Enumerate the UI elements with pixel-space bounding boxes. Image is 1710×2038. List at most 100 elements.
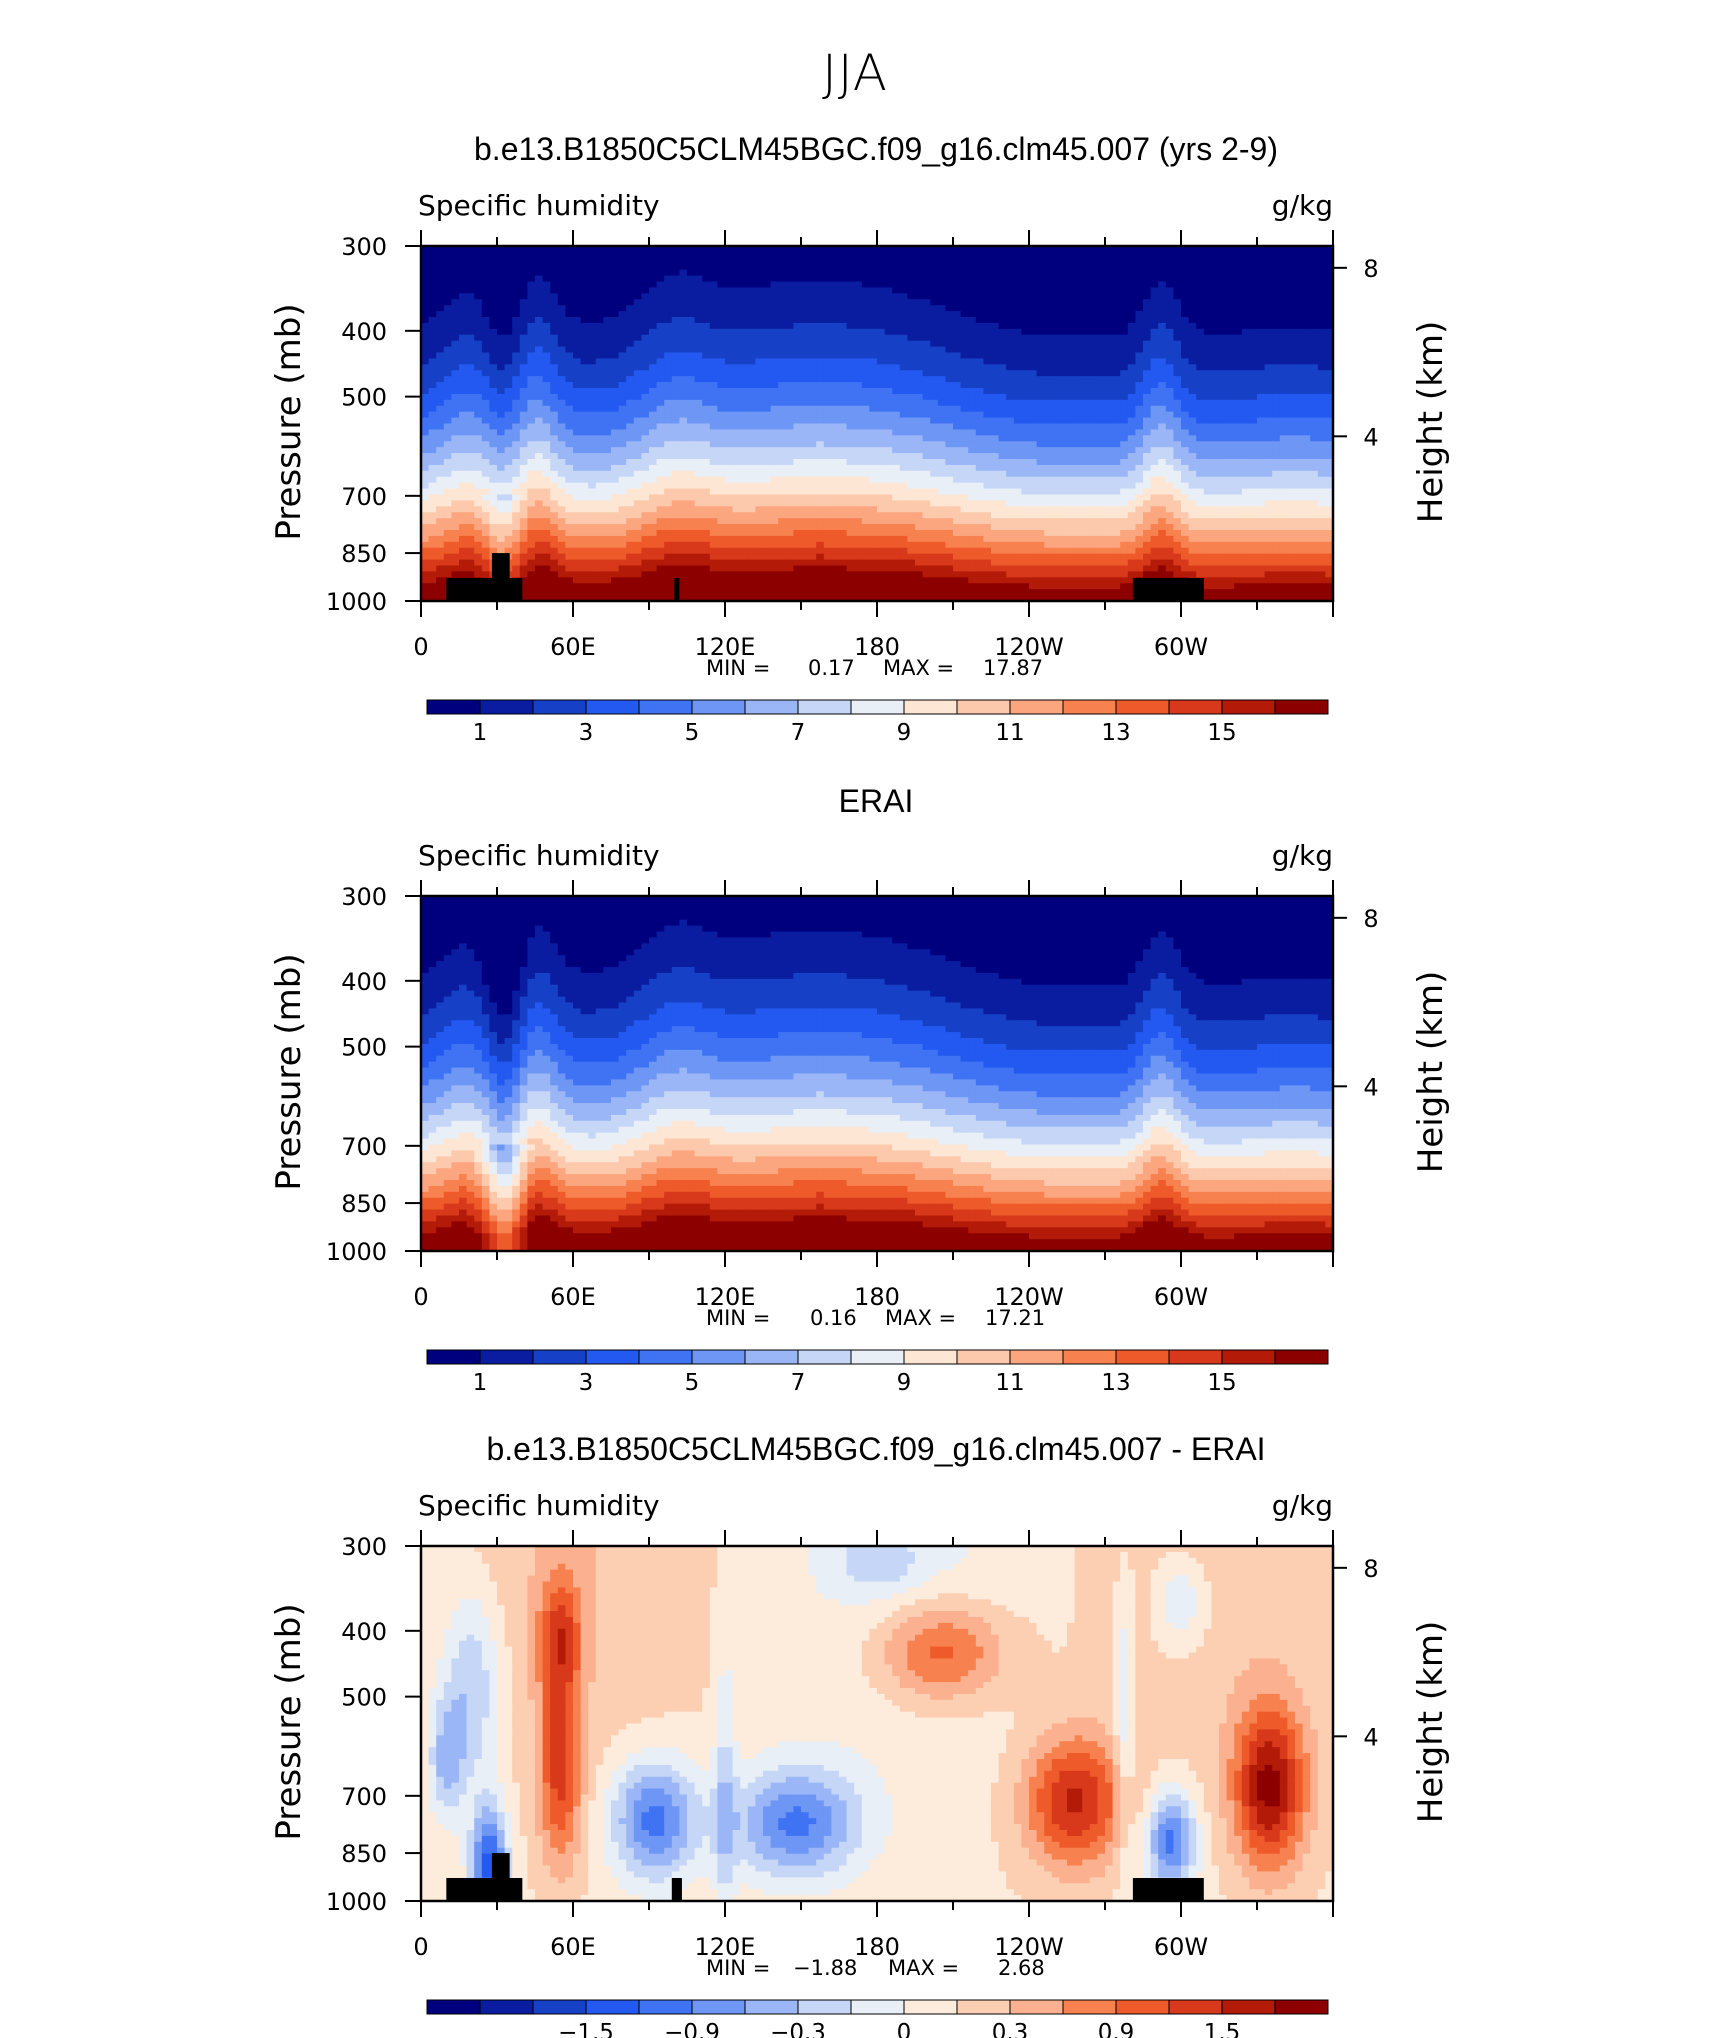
contour-cell [1303,252,1311,259]
contour-cell [786,305,794,312]
contour-cell [953,252,961,259]
contour-cell [687,305,695,312]
contour-cell [1014,299,1022,306]
contour-cell [1166,258,1174,265]
contour-cell [869,276,877,283]
contour-cell [1097,264,1105,271]
contour-cell [482,270,490,277]
contour-cell [543,299,551,306]
contour-cell [930,258,938,265]
contour-cell [1166,287,1174,294]
contour-cell [885,335,893,342]
contour-cell [907,329,915,336]
contour-cell [565,252,573,259]
contour-cell [687,335,695,342]
contour-cell [1006,264,1014,271]
contour-cell [923,329,931,336]
contour-cell [771,299,779,306]
contour-cell [854,335,862,342]
contour-cell [1143,311,1151,318]
contour-cell [1295,258,1303,265]
contour-cell [1257,335,1265,342]
contour-cell [474,287,482,294]
contour-cell [1310,252,1318,259]
contour-cell [1135,264,1143,271]
contour-cell [1249,270,1257,277]
contour-cell [1151,264,1159,271]
contour-cell [1021,335,1029,342]
contour-cell [573,335,581,342]
contour-cell [1272,270,1280,277]
contour-cell [657,335,665,342]
contour-cell [672,305,680,312]
contour-cell [1280,305,1288,312]
contour-cell [968,258,976,265]
contour-cell [1090,305,1098,312]
contour-cell [459,305,467,312]
contour-cell [596,270,604,277]
contour-cell [885,258,893,265]
contour-cell [968,323,976,330]
contour-cell [930,252,938,259]
contour-cell [1272,282,1280,289]
contour-cell [1166,305,1174,312]
contour-cell [1303,293,1311,300]
contour-cell [634,293,642,300]
contour-cell [824,311,832,318]
contour-cell [885,276,893,283]
contour-cell [1234,311,1242,318]
contour-cell [565,299,573,306]
contour-cell [1052,335,1060,342]
contour-cell [945,335,953,342]
contour-cell [1234,317,1242,324]
contour-cell [915,270,923,277]
contour-cell [1120,258,1128,265]
contour-cell [923,311,931,318]
contour-cell [505,335,513,342]
contour-cell [1227,282,1235,289]
contour-cell [862,329,870,336]
contour-cell [573,305,581,312]
figure: JJA b.e13.B1850C5CLM45BGC.f09_g16.clm45.… [0,0,1710,2038]
contour-cell [550,287,558,294]
contour-cell [1310,299,1318,306]
contour-cell [1158,305,1166,312]
contour-cell [1211,264,1219,271]
contour-cell [444,264,452,271]
contour-cell [451,287,459,294]
contour-cell [451,264,459,271]
contour-cell [535,329,543,336]
contour-cell [1303,264,1311,271]
contour-cell [778,282,786,289]
contour-cell [771,317,779,324]
contour-cell [558,293,566,300]
contour-cell [892,299,900,306]
contour-cell [748,252,756,259]
contour-cell [1128,287,1136,294]
contour-cell [527,341,535,348]
contour-cell [755,335,763,342]
contour-cell [930,329,938,336]
contour-cell [945,293,953,300]
contour-cell [520,311,528,318]
contour-cell [725,287,733,294]
contour-field [421,246,1334,602]
contour-cell [1272,323,1280,330]
contour-cell [444,305,452,312]
contour-cell [1265,329,1273,336]
contour-cell [679,258,687,265]
contour-cell [702,287,710,294]
contour-cell [520,270,528,277]
contour-cell [1128,293,1136,300]
contour-cell [809,305,817,312]
contour-cell [877,282,885,289]
contour-cell [1135,299,1143,306]
contour-cell [976,299,984,306]
contour-cell [1189,317,1197,324]
contour-cell [1204,282,1212,289]
contour-cell [1059,335,1067,342]
contour-cell [778,276,786,283]
contour-cell [862,305,870,312]
contour-cell [1059,287,1067,294]
contour-cell [771,329,779,336]
